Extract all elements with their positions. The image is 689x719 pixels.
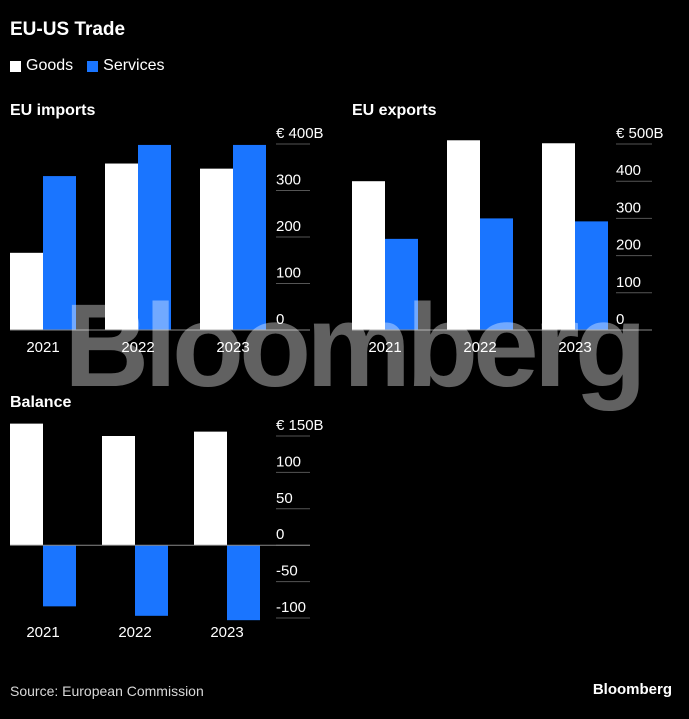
- balance-tick-label: -50: [276, 563, 298, 580]
- legend: Goods Services: [10, 57, 165, 75]
- imports-bar-services-2023: [233, 144, 266, 330]
- exports-category-label: 2022: [463, 339, 496, 356]
- imports-category-label: 2023: [216, 339, 249, 356]
- balance-bar-goods-2022: [102, 436, 135, 546]
- legend-label-services: Services: [103, 57, 165, 74]
- exports-bar-services-2021: [385, 238, 418, 330]
- bloomberg-logo: Bloomberg: [592, 681, 672, 698]
- legend-swatch-services: [87, 60, 99, 72]
- balance-tick-label: € 150B: [276, 417, 324, 434]
- exports-category-label: 2021: [368, 339, 401, 356]
- legend-item-goods: Goods: [10, 57, 73, 75]
- imports-tick-label: 0: [276, 311, 284, 328]
- balance-tick-label: 100: [276, 453, 301, 470]
- balance-category-label: 2021: [26, 624, 59, 641]
- source-note: Source: European Commission: [10, 683, 204, 699]
- imports-category-label: 2021: [26, 339, 59, 356]
- imports-bar-goods-2023: [200, 168, 233, 330]
- imports-tick-label: € 400B: [276, 125, 324, 142]
- exports-bar-services-2023: [575, 221, 608, 330]
- imports-tick-label: 100: [276, 265, 301, 282]
- legend-label-goods: Goods: [26, 57, 74, 74]
- exports-tick-label: 100: [616, 274, 641, 291]
- imports-category-label: 2022: [121, 339, 154, 356]
- balance-tick-label: 50: [276, 490, 293, 507]
- balance-bar-services-2022: [135, 545, 168, 616]
- imports-panel-title: EU imports: [10, 102, 96, 119]
- exports-tick-label: 300: [616, 199, 641, 216]
- exports-panel-title: EU exports: [352, 102, 437, 119]
- balance-tick-label: 0: [276, 526, 284, 543]
- legend-swatch-goods: [10, 60, 21, 72]
- exports-category-label: 2023: [558, 339, 591, 356]
- legend-item-services: Services: [87, 57, 165, 75]
- imports-bar-services-2021: [43, 176, 76, 330]
- balance-bar-services-2021: [43, 545, 76, 607]
- exports-tick-label: 0: [616, 311, 624, 328]
- exports-bar-services-2022: [480, 218, 513, 330]
- balance-panel-title: Balance: [10, 394, 72, 411]
- balance-category-label: 2023: [210, 624, 243, 641]
- balance-bar-services-2023: [227, 545, 260, 621]
- balance-tick-label: -100: [276, 599, 306, 616]
- imports-tick-label: 200: [276, 218, 301, 235]
- imports-bar-goods-2021: [10, 252, 43, 330]
- balance-bar-goods-2021: [10, 423, 43, 546]
- exports-bar-goods-2021: [352, 181, 385, 330]
- balance-category-label: 2022: [118, 624, 151, 641]
- imports-tick-label: 300: [276, 172, 301, 189]
- exports-bar-goods-2022: [447, 140, 480, 330]
- exports-tick-label: € 500B: [616, 125, 664, 142]
- balance-bar-goods-2023: [194, 431, 227, 546]
- imports-bar-services-2022: [138, 144, 171, 330]
- exports-tick-label: 400: [616, 162, 641, 179]
- imports-bar-goods-2022: [105, 163, 138, 330]
- chart-title: EU-US Trade: [10, 19, 126, 40]
- exports-bar-goods-2023: [542, 143, 575, 330]
- exports-tick-label: 200: [616, 237, 641, 254]
